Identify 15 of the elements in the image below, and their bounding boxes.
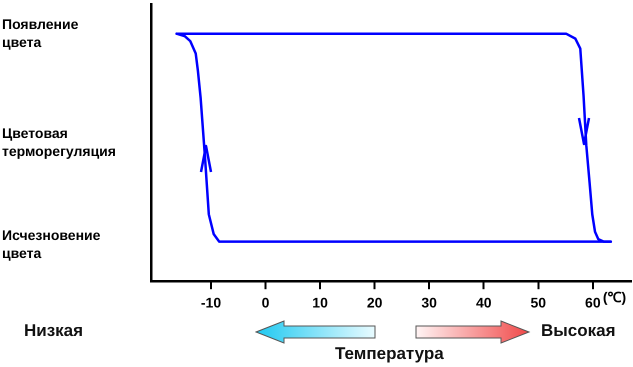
text: Появление цвета bbox=[2, 16, 79, 50]
text: Высокая bbox=[541, 321, 616, 341]
x-tick-label: 60 bbox=[585, 294, 601, 310]
x-tick-label: 50 bbox=[530, 294, 546, 310]
x-tick-label: -10 bbox=[200, 294, 222, 310]
text: (℃) bbox=[602, 289, 626, 306]
text: Низкая bbox=[24, 321, 84, 341]
x-axis-title: Температура bbox=[335, 344, 444, 364]
x-tick-label: 10 bbox=[312, 294, 328, 310]
text: Исчезновение цвета bbox=[2, 226, 101, 261]
x-tick-label: 30 bbox=[421, 294, 438, 310]
x-tick-label: 40 bbox=[476, 294, 492, 310]
text: Цветовая терморегуляция bbox=[2, 124, 116, 159]
x-tick-label: 0 bbox=[262, 294, 270, 310]
x-tick-label: 20 bbox=[366, 294, 383, 310]
